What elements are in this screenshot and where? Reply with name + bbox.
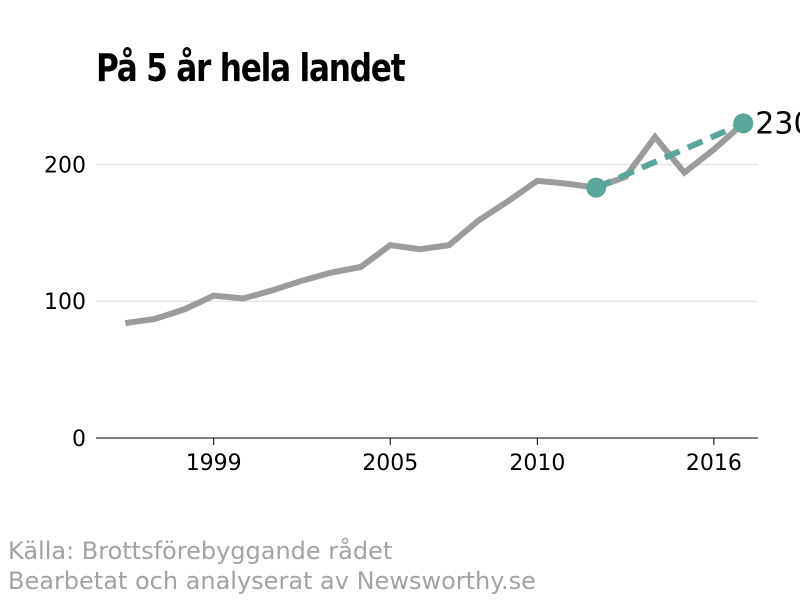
source-note: Källa: Brottsförebyggande rådet Bearbeta…: [8, 536, 536, 596]
grid-lines: [96, 163, 758, 302]
series-line: [124, 121, 746, 327]
trend-point: [586, 177, 607, 198]
trend-line: [594, 120, 745, 191]
end-value-label: 230: [755, 106, 800, 141]
series-group: [124, 113, 754, 327]
trend-point: [733, 113, 754, 134]
y-tick-label: 100: [44, 290, 86, 315]
x-tick-label: 2016: [686, 451, 742, 476]
x-tick-label: 1999: [186, 451, 242, 476]
chart-title: På 5 år hela landet: [96, 46, 406, 90]
annotations: 230: [755, 106, 800, 141]
x-tick-labels: 1999 2005 2010 2016: [186, 451, 742, 476]
source-line: Källa: Brottsförebyggande rådet: [8, 537, 393, 565]
x-tick-label: 2010: [509, 451, 565, 476]
y-tick-label: 200: [44, 153, 86, 178]
y-tick-labels: 0 100 200: [44, 153, 86, 452]
x-tick-label: 2005: [362, 451, 418, 476]
y-tick-label: 0: [72, 427, 86, 452]
credit-line: Bearbetat och analyserat av Newsworthy.s…: [8, 567, 536, 595]
x-axis: [96, 437, 758, 445]
